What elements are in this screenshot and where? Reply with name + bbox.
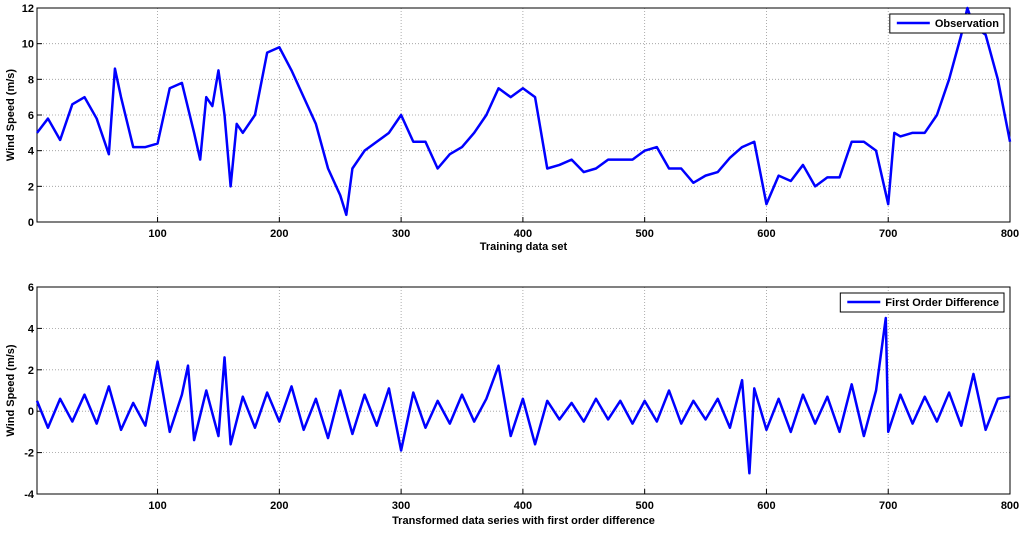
y-tick-label: 6 [28,110,34,122]
x-tick-label: 800 [1001,228,1019,240]
y-tick-label: 6 [28,282,34,294]
data-line [35,316,1011,475]
y-tick-label: 0 [28,217,34,229]
legend-label: First Order Difference [885,297,999,309]
x-axis-label: Training data set [480,241,568,253]
legend-box [839,292,1005,313]
legend-box [889,13,1005,34]
legend-label: Observation [935,18,999,30]
data-line [36,6,1012,217]
y-tick-label: 0 [28,406,34,418]
y-tick-label: -4 [24,489,35,501]
y-axis-label: Wind Speed (m/s) [5,344,17,437]
x-tick-label: 600 [757,228,775,240]
x-tick-label: 700 [879,500,897,512]
legend: Observation [889,13,1005,34]
y-tick-label: 4 [28,323,35,335]
x-tick-label: 400 [514,228,532,240]
y-tick-label: 10 [22,39,34,51]
y-tick-label: 2 [28,365,34,377]
y-tick-label: 2 [28,181,34,193]
x-tick-label: 600 [757,500,775,512]
x-tick-label: 500 [635,500,653,512]
x-tick-label: 100 [148,500,166,512]
x-tick-label: 500 [635,228,653,240]
y-tick-label: -2 [24,448,34,460]
plot-frame [36,7,1011,223]
x-tick-label: 300 [392,500,410,512]
y-tick-label: 8 [28,74,34,86]
x-tick-label: 300 [392,228,410,240]
y-tick-label: 12 [22,3,34,15]
x-tick-label: 800 [1001,500,1019,512]
legend: First Order Difference [839,292,1005,313]
x-axis-label: Transformed data series with first order… [392,515,655,527]
x-tick-label: 100 [148,228,166,240]
y-axis-label: Wind Speed (m/s) [5,69,17,162]
x-tick-label: 200 [270,228,288,240]
x-tick-label: 400 [514,500,532,512]
x-tick-label: 700 [879,228,897,240]
plot-frame [36,286,1011,495]
y-tick-label: 4 [28,146,35,158]
x-tick-label: 200 [270,500,288,512]
